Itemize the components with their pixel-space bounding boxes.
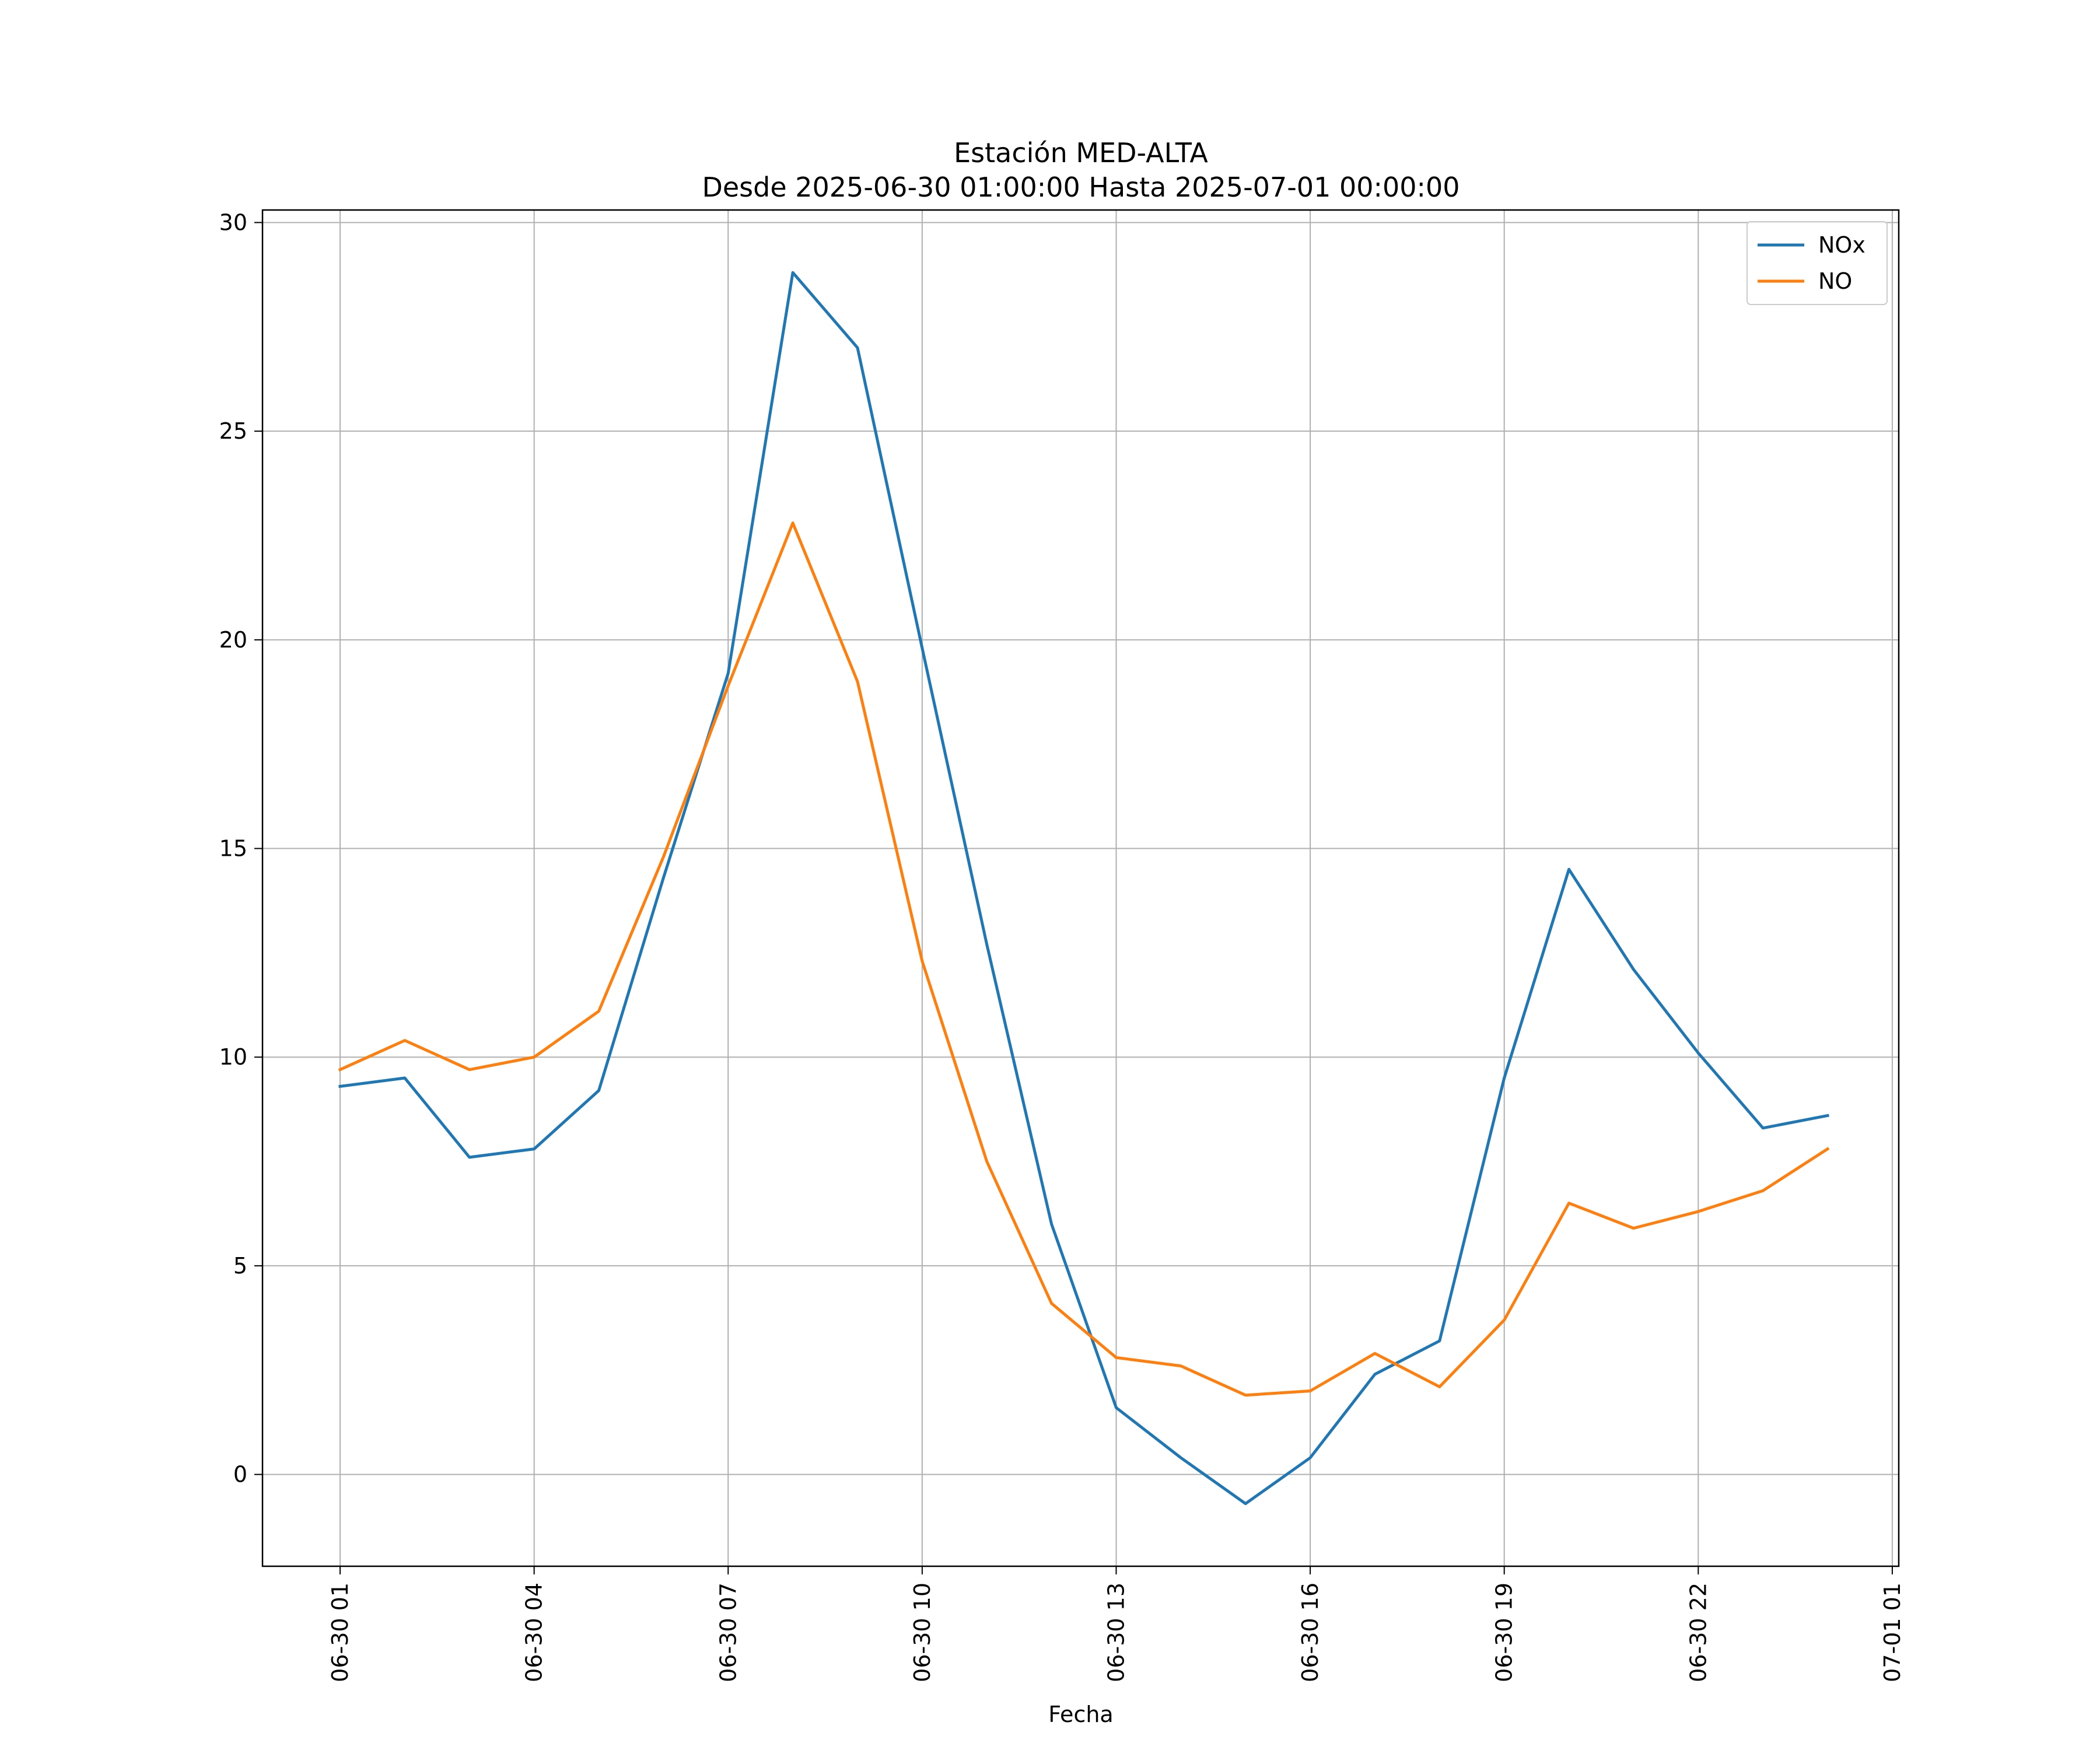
- y-tick-label: 30: [219, 209, 247, 235]
- y-tick-label: 5: [233, 1253, 247, 1279]
- series-line-nox: [338, 271, 1829, 1506]
- x-tick-label: 06-30 16: [1297, 1583, 1323, 1682]
- legend-label-nox: NOx: [1818, 232, 1866, 258]
- y-tick-label: 15: [219, 836, 247, 862]
- chart-title-group: Estación MED-ALTA Desde 2025-06-30 01:00…: [702, 137, 1460, 203]
- chart-subtitle: Desde 2025-06-30 01:00:00 Hasta 2025-07-…: [702, 172, 1460, 203]
- y-tick-label: 25: [219, 418, 247, 444]
- x-tick-label: 06-30 22: [1685, 1583, 1711, 1682]
- x-tick-label: 06-30 07: [715, 1583, 741, 1682]
- x-tick-label: 06-30 10: [909, 1583, 935, 1682]
- legend-box: [1746, 221, 1888, 305]
- x-tick-label: 07-01 01: [1880, 1583, 1905, 1682]
- x-axis-label: Fecha: [1048, 1702, 1113, 1727]
- y-axis-ticks: 0 5 10 15 20 25 30: [219, 209, 262, 1488]
- x-tick-label: 06-30 04: [522, 1583, 547, 1682]
- y-tick-label: 10: [219, 1044, 247, 1070]
- y-tick-label: 20: [219, 627, 247, 653]
- legend-label-no: NO: [1818, 268, 1852, 294]
- series-line-no: [338, 522, 1830, 1397]
- legend: NOx NO: [1746, 221, 1888, 305]
- x-tick-label: 06-30 19: [1492, 1583, 1517, 1682]
- plot-area-frame: [261, 209, 1900, 1567]
- x-tick-label: 06-30 01: [327, 1583, 353, 1682]
- series-nox: [338, 271, 1829, 1506]
- series-no: [338, 522, 1830, 1397]
- chart-title: Estación MED-ALTA: [954, 137, 1208, 169]
- series-lines: [338, 271, 1830, 1506]
- y-tick-label: 0: [233, 1462, 247, 1488]
- grid-lines: [262, 210, 1899, 1566]
- x-tick-label: 06-30 13: [1103, 1583, 1129, 1682]
- x-axis-ticks: 06-30 01 06-30 04 06-30 07 06-30 10 06-30 13…: [327, 1566, 1905, 1682]
